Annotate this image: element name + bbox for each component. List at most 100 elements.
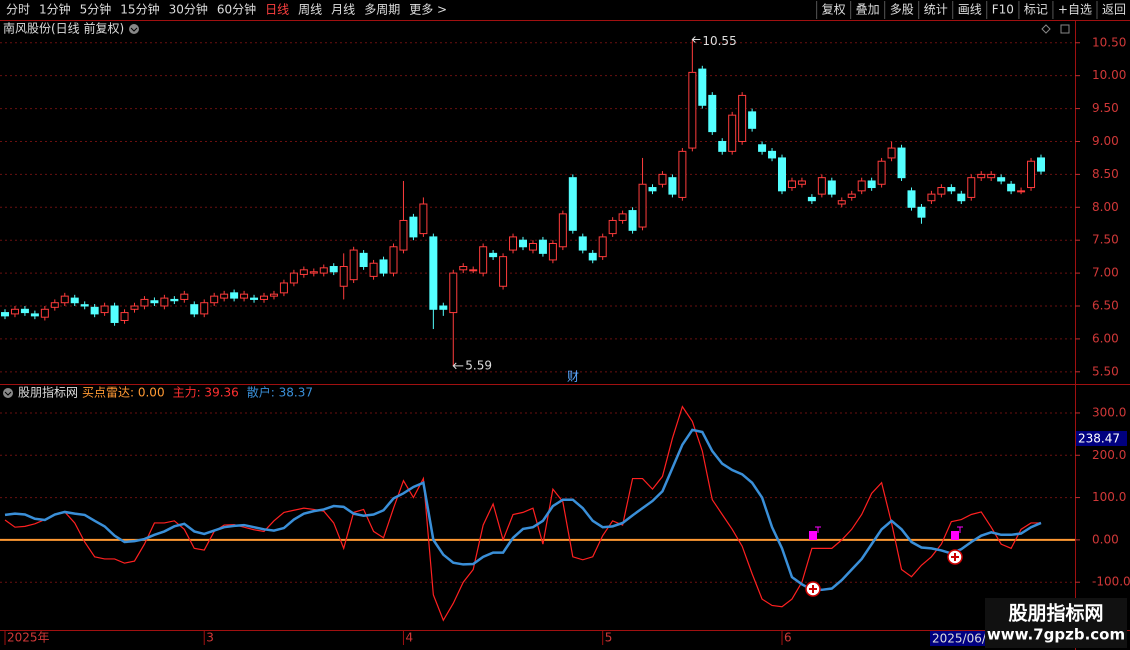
toolbar-button[interactable]: 1分钟 <box>39 2 71 17</box>
candle-body <box>628 210 637 231</box>
candle-body <box>369 262 378 277</box>
price-title: 南风股份(日线 前复权) <box>3 21 124 36</box>
candle-body <box>260 295 268 300</box>
candle-body <box>389 246 398 274</box>
candle-body <box>827 180 836 195</box>
candle-body <box>519 239 527 248</box>
candle-body <box>269 293 278 297</box>
candle-body <box>220 293 229 299</box>
candle-body <box>399 219 408 251</box>
candle-body <box>718 140 727 152</box>
candle-body <box>90 306 99 315</box>
toolbar-button[interactable]: 标记 <box>1024 3 1048 17</box>
candle-body <box>748 111 757 129</box>
x-tick-label: 3 <box>206 631 214 645</box>
y-tick-label: 8.50 <box>1092 167 1119 181</box>
candle-body <box>250 297 259 300</box>
toolbar-button[interactable]: 画线 <box>958 3 982 17</box>
candle-body <box>698 68 707 106</box>
y-tick-label: 7.50 <box>1092 233 1119 247</box>
candle-body <box>1037 157 1045 172</box>
dropdown-icon[interactable] <box>129 24 139 34</box>
candle-body <box>499 256 508 287</box>
candle-body <box>1017 190 1026 193</box>
candle-body <box>449 272 458 314</box>
toolbar-button[interactable]: 分时 <box>6 3 30 17</box>
diamond-icon[interactable] <box>1041 24 1051 34</box>
toolbar-button[interactable]: 统计 <box>924 3 948 17</box>
candle-body <box>10 308 19 315</box>
candle-body <box>70 297 79 304</box>
candle-body <box>797 180 806 185</box>
candle-body <box>558 213 567 248</box>
legend-entry: 买点雷达: 0.00 <box>82 386 165 400</box>
candle-body <box>289 272 298 284</box>
window-icon[interactable] <box>1060 24 1070 34</box>
candle-body <box>210 295 219 304</box>
candle-body <box>817 177 826 195</box>
candle-body <box>120 312 129 321</box>
toolbar-button[interactable]: 30分钟 <box>169 2 208 17</box>
toolbar-button[interactable]: 多周期 <box>364 3 400 17</box>
toolbar-button[interactable]: 60分钟 <box>217 2 256 17</box>
candle-body <box>658 173 667 185</box>
candle-body <box>887 147 896 159</box>
candle-body <box>170 298 179 302</box>
candle-body <box>509 236 518 251</box>
candle-body <box>279 282 288 294</box>
toolbar-button[interactable]: 更多 > <box>409 3 447 17</box>
candle-body <box>738 94 747 142</box>
marker-label: 财 <box>567 370 579 384</box>
toolbar-button[interactable]: 15分钟 <box>120 2 159 17</box>
candle-body <box>349 249 358 281</box>
candle-body <box>469 269 478 272</box>
candle-body <box>608 219 617 235</box>
candle-body <box>339 266 348 287</box>
legend-entry: 主力: 39.36 <box>173 386 239 400</box>
candle-body <box>1007 183 1016 192</box>
candle-body <box>160 297 169 307</box>
candle-body <box>947 187 956 192</box>
dropdown-icon[interactable] <box>3 388 13 398</box>
candle-body <box>758 144 767 152</box>
y-tick-label: 10.00 <box>1092 68 1126 82</box>
candle-body <box>937 187 946 195</box>
watermark-title: 股朋指标网 <box>1008 603 1103 625</box>
toolbar-button[interactable]: F10 <box>992 3 1014 17</box>
indicator-title: 股朋指标网 <box>18 385 78 400</box>
candle-body <box>20 308 29 314</box>
toolbar-button[interactable]: 周线 <box>298 3 322 17</box>
candle-body <box>787 180 796 189</box>
y-tick-label: 9.00 <box>1092 134 1119 148</box>
y-tick-label: -100.0 <box>1092 575 1130 589</box>
candle-body <box>110 305 119 323</box>
x-tick-label: 2025年 <box>7 631 50 645</box>
candle-body <box>847 193 856 198</box>
candle-body <box>200 302 209 315</box>
indicator-line <box>4 405 1041 622</box>
candle-body <box>429 236 438 310</box>
toolbar-button[interactable]: 叠加 <box>856 3 880 17</box>
toolbar-button[interactable]: 多股 <box>890 3 914 17</box>
toolbar-button[interactable]: 月线 <box>331 3 355 17</box>
candle-body <box>419 203 428 235</box>
y-tick-label: 9.50 <box>1092 101 1119 115</box>
candle-body <box>778 157 786 192</box>
y-tick-label: 200.0 <box>1092 448 1126 462</box>
candle-body <box>319 267 328 274</box>
arrow <box>691 36 701 43</box>
candle-body <box>837 200 846 205</box>
watermark-box <box>985 598 1127 648</box>
cursor-date-box <box>930 631 986 646</box>
toolbar-button[interactable]: 复权 <box>822 3 846 17</box>
toolbar-button[interactable]: 日线 <box>265 3 289 17</box>
toolbar-button[interactable]: 5分钟 <box>80 2 112 17</box>
cursor-date: 2025/06/2 <box>932 632 994 646</box>
candle-body <box>50 302 59 308</box>
y-tick-label: 7.00 <box>1092 266 1119 280</box>
candle-body <box>688 71 697 149</box>
toolbar-button[interactable]: 返回 <box>1102 3 1126 17</box>
toolbar-button[interactable]: +自选 <box>1058 3 1092 17</box>
candle-body <box>309 271 318 274</box>
